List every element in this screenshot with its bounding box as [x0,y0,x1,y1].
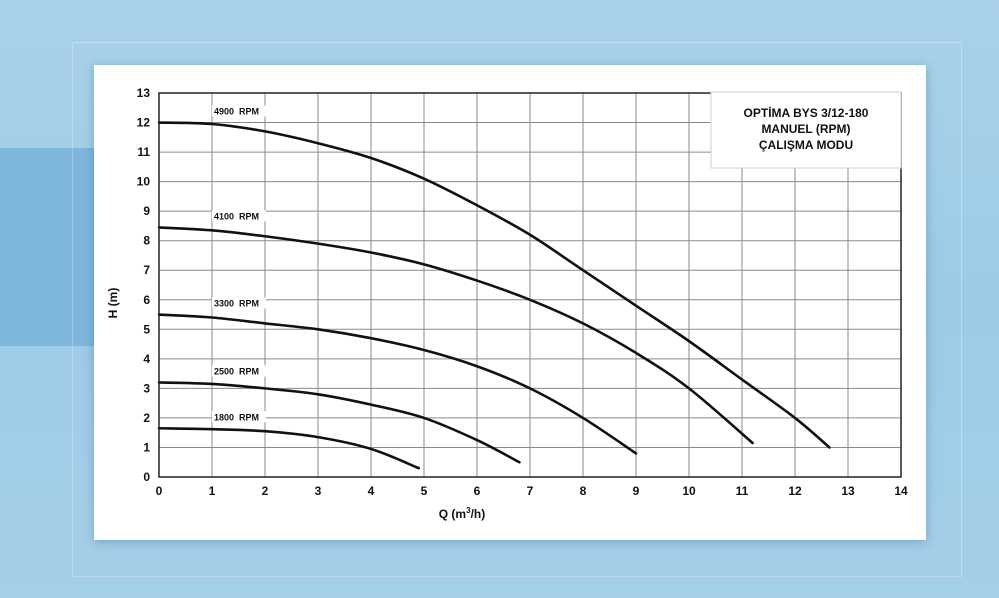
plot-border [158,92,902,478]
y-tick-label: 1 [143,440,150,454]
series-label-background [212,365,266,377]
series-curve-4 [157,426,420,470]
x-tick-label: 1 [209,484,216,498]
series-label-background [212,411,266,423]
x-tick-label: 7 [527,484,534,498]
chart-card: 0 1 2 3 4 5 6 7 8 9 10 11 12 13 14 0 1 2 3 4 5 6 7 8 9 10 11 12 13 … [94,65,926,540]
series-label-1: 4100 RPM [214,211,259,221]
series-label-background [212,297,266,309]
x-tick-label: 6 [474,484,481,498]
x-tick-label: 5 [421,484,428,498]
x-tick-label: 13 [841,484,855,498]
x-tick-label: 2 [262,484,269,498]
pump-curve-chart: 0 1 2 3 4 5 6 7 8 9 10 11 12 13 14 012345678910111213 … [106,86,908,521]
series-label-2: 3300 RPM [214,299,259,309]
x-tick-label: 4 [368,484,375,498]
series-curve-3 [157,381,521,464]
chart-title-line-3: ÇALIŞMA MODU [759,138,853,152]
y-tick-label: 4 [143,352,150,366]
plot-frame [158,92,902,478]
series-curve-2 [157,313,638,455]
series-label-background [212,210,266,222]
x-axis-title: Q (m3/h) [439,506,485,521]
y-tick-label: 0 [143,470,150,484]
series-label-0: 4900 RPM [214,107,259,117]
series-label-3: 2500 RPM [214,366,259,376]
series-labels: 4900 RPM 4100 RPM 3300 RPM 2500 RPM 1800 RPM [212,105,266,423]
x-tick-label: 10 [682,484,696,498]
chart-title-line-1: OPTİMA BYS 3/12-180 [744,105,869,120]
y-tick-label: 3 [143,381,150,395]
y-tick-label: 9 [143,204,150,218]
title-box-background [710,91,902,169]
x-tick-label: 14 [894,484,908,498]
series-layer [157,121,831,470]
chart-title-line-2: MANUEL (RPM) [761,122,850,136]
x-tick-label: 0 [156,484,163,498]
x-tick-label: 9 [633,484,640,498]
y-tick-label: 13 [137,86,151,100]
y-tick-label: 11 [137,145,150,159]
y-tick-label: 10 [137,175,151,189]
x-tick-labels: 0 1 2 3 4 5 6 7 8 9 10 11 12 13 14 [156,484,908,498]
series-curve-1 [157,226,754,445]
y-tick-label: 5 [143,322,150,336]
x-tick-label: 8 [580,484,587,498]
x-tick-label: 12 [788,484,802,498]
y-tick-label: 2 [143,411,150,425]
x-tick-label: 3 [315,484,322,498]
y-axis-title: H (m) [106,288,120,319]
chart-title-box: OPTİMA BYS 3/12-180 MANUEL (RPM) ÇALIŞMA… [710,91,902,169]
y-tick-label: 12 [137,116,151,130]
series-label-4: 1800 RPM [214,412,259,422]
y-tick-label: 7 [143,263,150,277]
x-tick-label: 11 [736,484,749,498]
series-label-background [212,105,266,117]
y-tick-label: 8 [143,234,150,248]
series-curve-0 [157,121,831,449]
y-tick-label: 6 [143,293,150,307]
background-frame [72,42,962,577]
